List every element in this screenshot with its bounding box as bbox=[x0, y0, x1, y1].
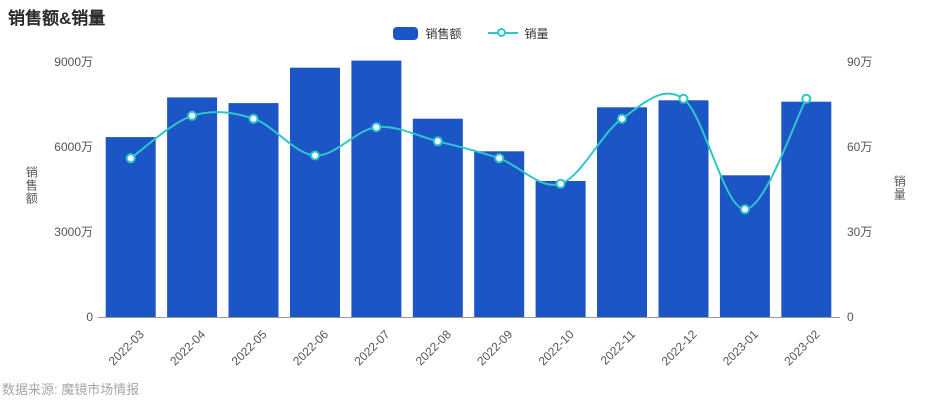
bar-2022-03[interactable] bbox=[105, 137, 156, 317]
bar-2022-06[interactable] bbox=[290, 67, 340, 317]
point-2022-10[interactable] bbox=[555, 178, 566, 189]
x-axis-label: 2022-11 bbox=[598, 327, 639, 368]
point-2023-01[interactable] bbox=[739, 204, 750, 215]
line-series-swatch-icon bbox=[487, 27, 518, 40]
x-axis-label: 2023-01 bbox=[720, 327, 761, 368]
chart-title: 销售额&销量 bbox=[8, 9, 106, 28]
x-axis-label: 2022-09 bbox=[474, 327, 515, 368]
legend-item-sales[interactable]: 销售额 bbox=[393, 25, 462, 42]
bar-2022-07[interactable] bbox=[351, 60, 402, 317]
bar-series-swatch-icon bbox=[393, 26, 419, 40]
x-axis-label: 2022-12 bbox=[659, 327, 700, 368]
x-axis-label: 2022-04 bbox=[167, 327, 208, 368]
point-2022-03[interactable] bbox=[125, 153, 136, 164]
x-axis-label: 2022-05 bbox=[229, 327, 270, 368]
x-axis-label: 2023-02 bbox=[781, 327, 822, 368]
bar-2023-02[interactable] bbox=[781, 101, 832, 317]
data-source: 数据来源: 魔镜市场情报 bbox=[2, 382, 140, 397]
right-axis-tick: 90万 bbox=[847, 55, 872, 69]
left-axis-tick: 3000万 bbox=[54, 225, 93, 239]
x-axis-label: 2022-03 bbox=[106, 327, 147, 368]
bar-2022-08[interactable] bbox=[412, 118, 463, 317]
point-2022-08[interactable] bbox=[432, 136, 443, 147]
point-2023-02[interactable] bbox=[801, 93, 812, 104]
legend-label-volume: 销量 bbox=[524, 26, 549, 41]
x-axis-label: 2022-07 bbox=[351, 327, 392, 368]
left-axis-tick: 9000万 bbox=[54, 55, 93, 69]
point-2022-12[interactable] bbox=[678, 93, 689, 104]
x-axis-label: 2022-08 bbox=[413, 327, 454, 368]
bar-2022-12[interactable] bbox=[658, 100, 709, 318]
right-axis-tick: 60万 bbox=[847, 140, 872, 154]
bar-2022-05[interactable] bbox=[228, 103, 279, 317]
bar-2022-10[interactable] bbox=[535, 181, 586, 317]
bar-2023-01[interactable] bbox=[719, 175, 770, 317]
legend: 销售额 销量 bbox=[0, 24, 942, 42]
bar-2022-09[interactable] bbox=[474, 151, 525, 318]
bar-2022-11[interactable] bbox=[597, 107, 647, 317]
point-2022-05[interactable] bbox=[248, 113, 259, 124]
point-2022-11[interactable] bbox=[617, 113, 627, 124]
right-axis-title: 销量 bbox=[892, 175, 907, 201]
legend-item-volume[interactable]: 销量 bbox=[487, 25, 549, 42]
point-2022-07[interactable] bbox=[371, 122, 382, 133]
left-axis-tick: 0 bbox=[86, 310, 93, 324]
point-2022-06[interactable] bbox=[310, 150, 320, 161]
left-axis-title: 销售额 bbox=[24, 166, 39, 205]
x-axis-label: 2022-06 bbox=[290, 327, 331, 368]
right-axis-tick: 0 bbox=[847, 310, 854, 324]
point-2022-09[interactable] bbox=[494, 153, 505, 164]
left-axis-tick: 6000万 bbox=[54, 140, 93, 154]
x-axis-label: 2022-10 bbox=[536, 327, 577, 368]
legend-label-sales: 销售额 bbox=[425, 26, 462, 41]
bar-2022-04[interactable] bbox=[167, 97, 218, 318]
point-2022-04[interactable] bbox=[187, 110, 198, 121]
right-axis-tick: 30万 bbox=[847, 225, 872, 239]
